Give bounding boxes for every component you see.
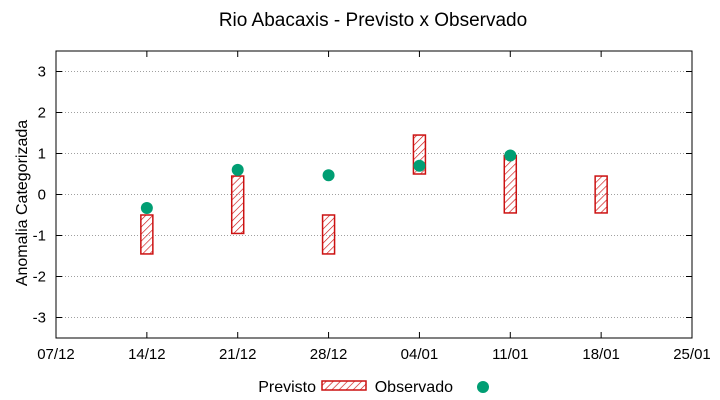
legend: Previsto Observado	[258, 379, 489, 396]
observado-point	[504, 149, 517, 162]
chart-title: Rio Abacaxis - Previsto x Observado	[219, 10, 527, 31]
x-tick-label: 14/12	[128, 346, 166, 363]
previsto-bar	[230, 175, 245, 235]
x-tick-label: 18/01	[582, 346, 620, 363]
observado-point	[140, 202, 153, 215]
observado-point	[231, 163, 244, 176]
observado-series	[140, 149, 517, 215]
y-tick-label: 2	[38, 105, 46, 122]
x-tick-label: 21/12	[219, 346, 257, 363]
observado-point	[413, 159, 426, 172]
y-tick-label: -3	[33, 310, 46, 327]
y-tick-label: -1	[33, 228, 46, 245]
x-axis-tick-labels: 07/12 14/12 21/12 28/12 04/01 11/01 18/01 25/01	[37, 346, 711, 363]
y-axis-tick-labels: -3 -2 -1 0 1 2 3	[33, 64, 46, 327]
y-tick-label: 1	[38, 146, 46, 163]
x-tick-label: 25/01	[673, 346, 711, 363]
previsto-bar	[140, 214, 154, 255]
previsto-bar	[321, 214, 336, 255]
y-tick-label: 3	[38, 64, 46, 81]
previsto-bar	[503, 154, 518, 214]
observado-point	[322, 169, 335, 182]
x-tick-label: 11/01	[492, 346, 528, 363]
x-tick-label: 04/01	[401, 346, 439, 363]
x-tick-label: 07/12	[37, 346, 75, 363]
grid-lines	[56, 71, 692, 318]
axis-ticks	[55, 51, 693, 338]
y-tick-label: 0	[38, 187, 46, 204]
legend-label-previsto: Previsto	[258, 379, 316, 396]
x-tick-label: 28/12	[310, 346, 348, 363]
y-axis-label: Anomalia Categorizada	[14, 120, 31, 286]
y-tick-label: -2	[33, 269, 46, 286]
legend-swatch-previsto	[321, 380, 367, 391]
previsto-bar	[594, 175, 608, 214]
legend-label-observado: Observado	[375, 379, 453, 396]
legend-marker-observado	[477, 381, 489, 393]
